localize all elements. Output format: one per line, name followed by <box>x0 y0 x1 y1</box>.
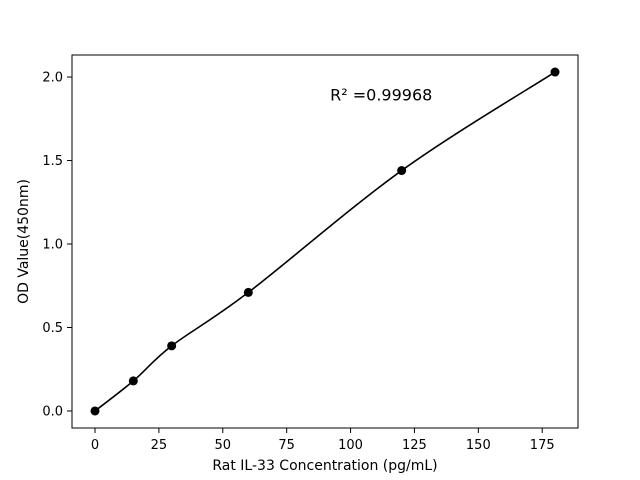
x-tick-label: 0 <box>91 438 99 453</box>
data-point-marker <box>243 287 253 297</box>
x-tick-label: 50 <box>215 438 232 453</box>
y-tick-label: 2.0 <box>42 71 63 86</box>
r-squared-annotation: R² =0.99968 <box>330 85 432 104</box>
x-tick-label: 75 <box>278 438 295 453</box>
data-point-marker <box>128 376 138 386</box>
x-tick-label: 100 <box>338 438 363 453</box>
y-tick-label: 0.5 <box>42 321 63 336</box>
data-point-marker <box>167 341 177 351</box>
y-tick-label: 0.0 <box>42 404 63 419</box>
x-tick-label: 25 <box>151 438 168 453</box>
data-point-marker <box>550 67 560 77</box>
y-axis-label: OD Value(450nm) <box>16 179 32 304</box>
data-point-marker <box>90 406 100 416</box>
x-axis-label: Rat IL-33 Concentration (pg/mL) <box>212 458 437 474</box>
y-tick-label: 1.5 <box>42 154 63 169</box>
plot-box <box>71 54 579 429</box>
x-tick-label: 125 <box>402 438 427 453</box>
x-tick-label: 175 <box>530 438 555 453</box>
y-tick-label: 1.0 <box>42 238 63 253</box>
data-point-marker <box>397 166 407 176</box>
x-tick-label: 150 <box>466 438 491 453</box>
